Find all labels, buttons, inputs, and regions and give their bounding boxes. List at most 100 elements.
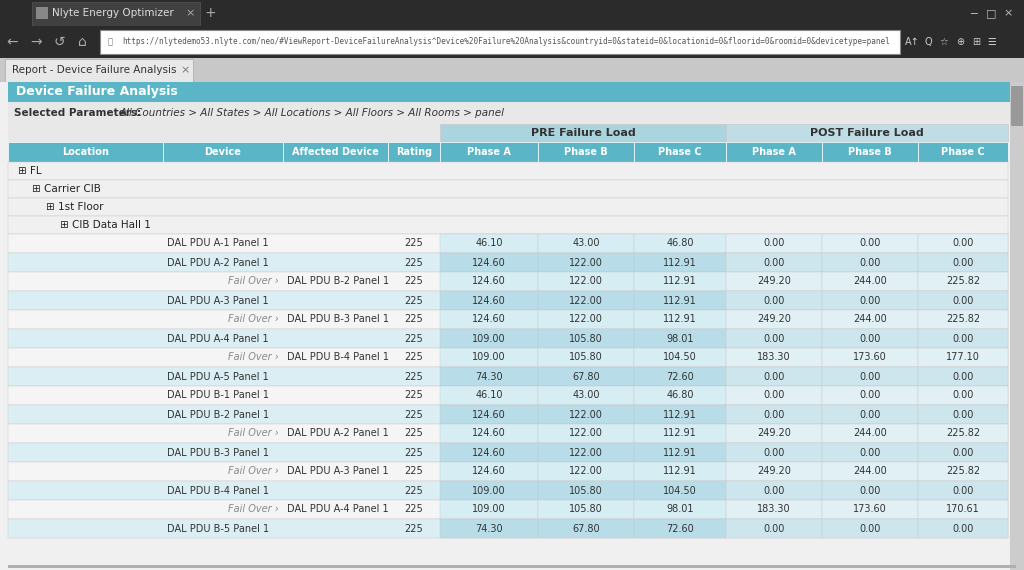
Text: 112.91: 112.91: [664, 429, 697, 438]
Bar: [634, 310, 726, 329]
Text: DAL PDU B-2 Panel 1: DAL PDU B-2 Panel 1: [167, 409, 269, 420]
Bar: [822, 462, 918, 481]
Text: 104.50: 104.50: [664, 352, 697, 363]
Text: 0.00: 0.00: [763, 390, 784, 401]
Text: ─: ─: [971, 8, 977, 18]
Text: 0.00: 0.00: [859, 258, 881, 267]
Text: PRE Failure Load: PRE Failure Load: [530, 128, 635, 138]
Bar: [634, 234, 726, 253]
Bar: [440, 462, 538, 481]
Bar: [8, 348, 1008, 367]
Bar: [822, 329, 918, 348]
Bar: [440, 348, 538, 367]
Text: ☰: ☰: [987, 37, 996, 47]
Bar: [634, 386, 726, 405]
Text: 124.60: 124.60: [472, 295, 506, 306]
Text: 122.00: 122.00: [569, 258, 603, 267]
Text: 225: 225: [404, 295, 423, 306]
Bar: [726, 234, 822, 253]
Text: DAL PDU B-1 Panel 1: DAL PDU B-1 Panel 1: [167, 390, 269, 401]
Text: 124.60: 124.60: [472, 447, 506, 458]
Text: 244.00: 244.00: [853, 315, 887, 324]
Text: DAL PDU B-2 Panel 1: DAL PDU B-2 Panel 1: [287, 276, 389, 287]
Text: 0.00: 0.00: [763, 333, 784, 344]
Text: 225: 225: [404, 333, 423, 344]
Text: ×: ×: [1004, 8, 1013, 18]
Text: 122.00: 122.00: [569, 315, 603, 324]
Text: 0.00: 0.00: [763, 258, 784, 267]
Bar: [726, 272, 822, 291]
Text: POST Failure Load: POST Failure Load: [810, 128, 924, 138]
Bar: [1010, 82, 1024, 570]
Text: Phase C: Phase C: [941, 147, 985, 157]
Text: 98.01: 98.01: [667, 333, 693, 344]
Text: 🔒: 🔒: [108, 38, 113, 47]
Text: Selected Parameters:: Selected Parameters:: [14, 108, 141, 118]
Bar: [822, 519, 918, 538]
Text: 46.80: 46.80: [667, 390, 693, 401]
Text: 112.91: 112.91: [664, 295, 697, 306]
Text: 0.00: 0.00: [859, 486, 881, 495]
Text: 173.60: 173.60: [853, 352, 887, 363]
Text: Phase B: Phase B: [564, 147, 608, 157]
Text: DAL PDU A-1 Panel 1: DAL PDU A-1 Panel 1: [167, 238, 268, 249]
Bar: [440, 481, 538, 500]
Text: 225: 225: [404, 315, 423, 324]
Bar: [822, 348, 918, 367]
Bar: [726, 310, 822, 329]
Bar: [918, 462, 1008, 481]
Text: 0.00: 0.00: [952, 409, 974, 420]
Text: 225: 225: [404, 372, 423, 381]
Bar: [538, 386, 634, 405]
Bar: [8, 565, 1016, 568]
Text: 0.00: 0.00: [952, 390, 974, 401]
Text: 72.60: 72.60: [667, 523, 694, 534]
Text: 105.80: 105.80: [569, 333, 603, 344]
Text: Phase B: Phase B: [848, 147, 892, 157]
Bar: [440, 367, 538, 386]
Text: Report - Device Failure Analysis: Report - Device Failure Analysis: [12, 65, 176, 75]
Bar: [822, 291, 918, 310]
Text: 124.60: 124.60: [472, 409, 506, 420]
Text: 0.00: 0.00: [952, 486, 974, 495]
Bar: [8, 142, 163, 162]
Text: 225: 225: [404, 238, 423, 249]
Bar: [822, 234, 918, 253]
Bar: [726, 462, 822, 481]
Text: A↑: A↑: [904, 37, 920, 47]
Text: Device Failure Analysis: Device Failure Analysis: [16, 86, 178, 99]
Bar: [0, 82, 1024, 570]
Bar: [538, 481, 634, 500]
Bar: [0, 0, 1024, 26]
Text: 43.00: 43.00: [572, 238, 600, 249]
Text: 124.60: 124.60: [472, 276, 506, 287]
Text: Fail Over ›: Fail Over ›: [228, 352, 279, 363]
Text: 122.00: 122.00: [569, 409, 603, 420]
Bar: [440, 272, 538, 291]
Bar: [538, 367, 634, 386]
Text: 225.82: 225.82: [946, 466, 980, 477]
Bar: [8, 180, 1008, 198]
Bar: [538, 272, 634, 291]
Bar: [918, 500, 1008, 519]
Text: 244.00: 244.00: [853, 429, 887, 438]
Text: Device: Device: [205, 147, 242, 157]
Text: 67.80: 67.80: [572, 372, 600, 381]
Bar: [36, 7, 48, 19]
Bar: [538, 291, 634, 310]
Text: +: +: [204, 6, 216, 20]
Text: 225: 225: [404, 447, 423, 458]
Text: DAL PDU A-2 Panel 1: DAL PDU A-2 Panel 1: [167, 258, 268, 267]
Bar: [440, 519, 538, 538]
Text: 72.60: 72.60: [667, 372, 694, 381]
Text: 112.91: 112.91: [664, 258, 697, 267]
Bar: [8, 424, 1008, 443]
Text: ⌂: ⌂: [78, 35, 87, 49]
Text: ↺: ↺: [54, 35, 66, 49]
Text: 0.00: 0.00: [952, 258, 974, 267]
Bar: [8, 102, 1016, 124]
Text: 225.82: 225.82: [946, 276, 980, 287]
Bar: [8, 481, 1008, 500]
Bar: [634, 462, 726, 481]
Text: 109.00: 109.00: [472, 333, 506, 344]
